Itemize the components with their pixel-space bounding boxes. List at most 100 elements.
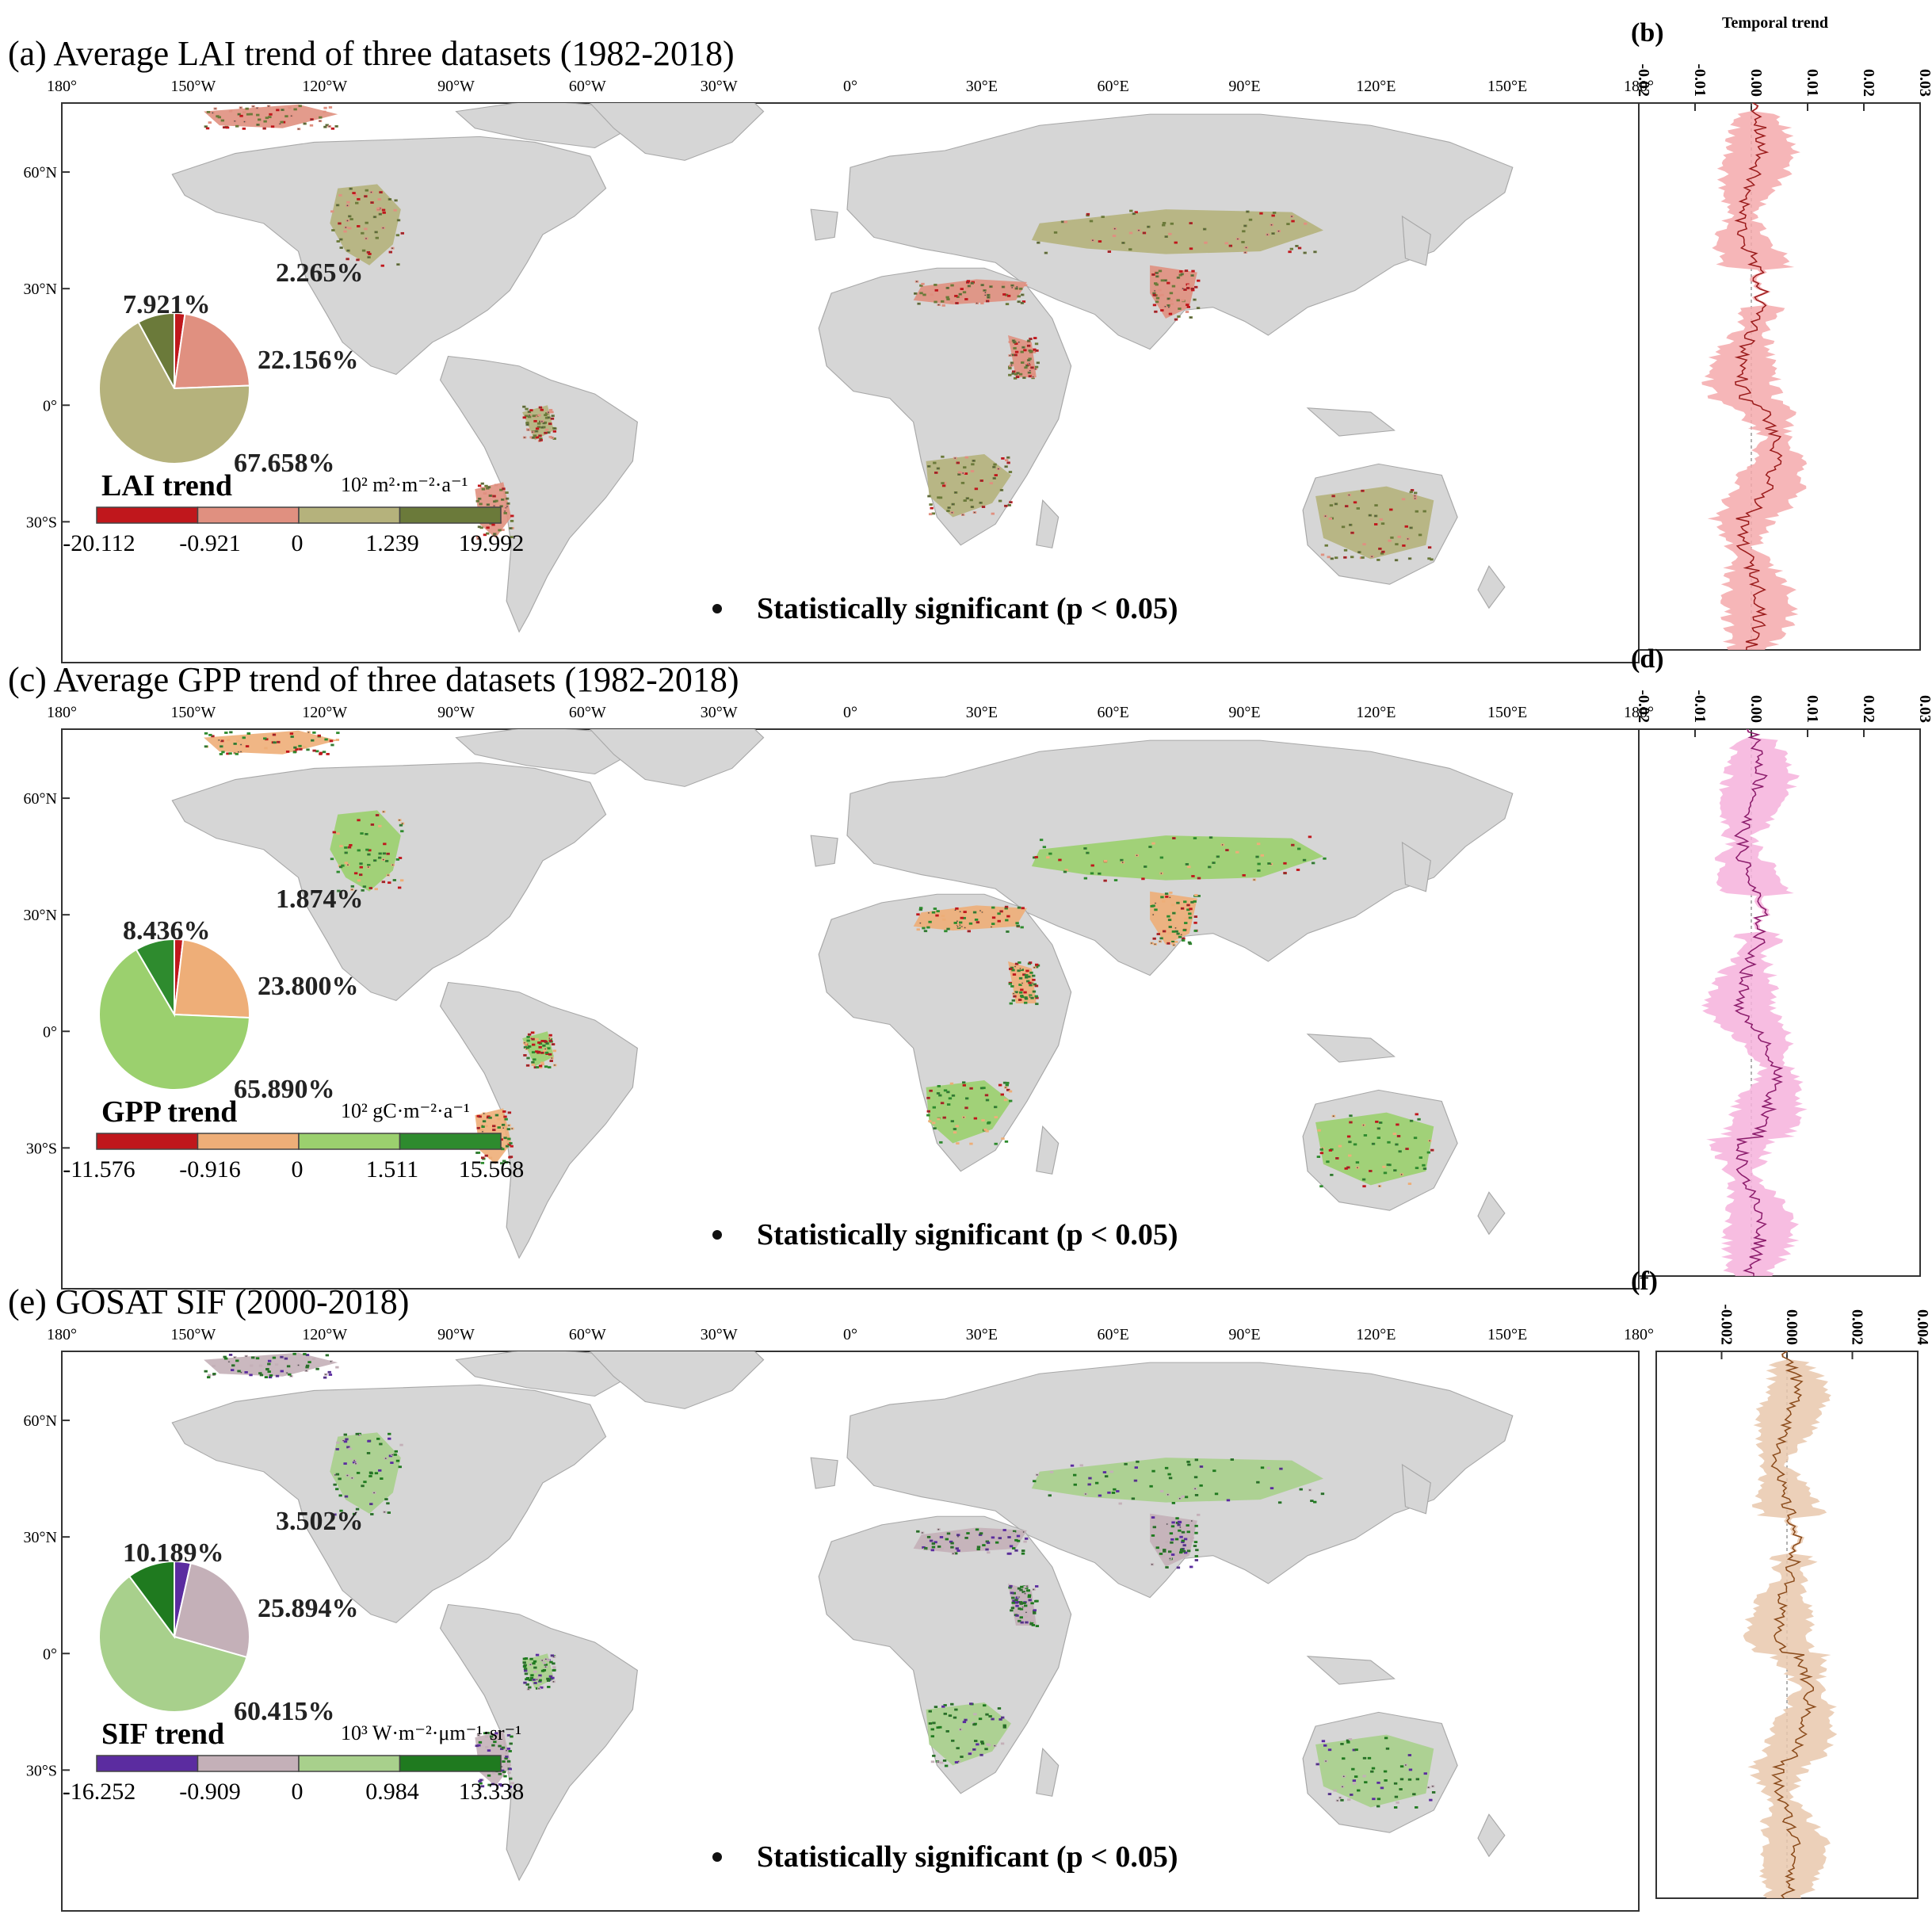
significance-dot bbox=[1204, 228, 1205, 230]
significance-dot bbox=[1350, 524, 1351, 526]
trend-cell bbox=[1013, 376, 1018, 380]
significance-dot bbox=[1033, 1588, 1035, 1591]
significance-dot bbox=[1200, 1465, 1202, 1468]
trend-cell bbox=[1029, 994, 1033, 997]
significance-dot bbox=[1000, 489, 1002, 491]
trend-cell bbox=[357, 849, 361, 852]
significance-dot bbox=[373, 1492, 375, 1494]
panel-title: (a) Average LAI trend of three datasets … bbox=[8, 34, 735, 73]
trend-cell bbox=[353, 872, 358, 875]
trend-cell bbox=[1014, 350, 1019, 353]
significance-dot bbox=[1160, 873, 1163, 874]
significance-dot bbox=[399, 819, 400, 821]
significance-dot bbox=[1088, 1484, 1090, 1485]
trend-cell bbox=[1367, 1756, 1372, 1760]
significance-dot bbox=[957, 1535, 959, 1538]
trend-cell bbox=[207, 1376, 211, 1379]
significance-dot bbox=[1033, 991, 1035, 992]
significance-dot bbox=[924, 930, 926, 932]
trend-cell bbox=[479, 502, 483, 506]
significance-dot bbox=[1156, 276, 1159, 277]
trend-cell bbox=[1397, 535, 1401, 538]
trend-cell bbox=[1382, 1165, 1386, 1168]
trend-cell bbox=[1112, 235, 1117, 237]
significance-dot bbox=[1168, 306, 1170, 308]
trend-cell bbox=[1160, 896, 1164, 899]
significance-dot bbox=[1018, 1596, 1020, 1598]
trend-cell bbox=[1272, 212, 1277, 214]
trend-cell bbox=[388, 1432, 391, 1435]
trend-cell bbox=[998, 499, 1002, 502]
trend-area bbox=[330, 1432, 401, 1514]
trend-cell bbox=[522, 1665, 527, 1668]
significance-dot bbox=[268, 105, 269, 107]
trend-cell bbox=[1031, 1624, 1036, 1626]
trend-cell bbox=[1079, 1464, 1083, 1467]
significance-dot bbox=[1029, 996, 1031, 998]
trend-cell bbox=[1000, 1742, 1005, 1745]
trend-cell bbox=[510, 519, 514, 522]
significance-dot bbox=[1018, 300, 1020, 303]
significance-dot bbox=[290, 115, 292, 117]
trend-cell bbox=[991, 512, 995, 515]
significance-dot bbox=[223, 1356, 226, 1358]
trend-cell bbox=[1024, 1615, 1029, 1618]
significance-dot bbox=[240, 1371, 242, 1374]
trend-cell bbox=[1151, 1534, 1155, 1537]
lon-tick-label: 180° bbox=[1624, 1326, 1654, 1343]
trend-cell bbox=[503, 1126, 508, 1129]
trend-cell bbox=[1008, 471, 1013, 473]
significance-dot bbox=[1028, 372, 1030, 373]
significance-dot bbox=[979, 1532, 982, 1534]
trend-cell bbox=[926, 926, 930, 929]
trend-cell bbox=[1003, 1099, 1008, 1102]
trend-cell bbox=[263, 120, 267, 123]
significance-dot bbox=[1180, 1549, 1182, 1552]
trend-area bbox=[1150, 891, 1197, 945]
trend-cell bbox=[1151, 1469, 1155, 1473]
trend-cell bbox=[544, 412, 549, 415]
trend-cell bbox=[323, 110, 326, 113]
trend-cell bbox=[505, 491, 509, 495]
trend-cell bbox=[980, 302, 984, 305]
trend-area bbox=[1315, 1734, 1434, 1808]
significance-dot bbox=[338, 223, 341, 224]
significance-dot bbox=[967, 281, 968, 284]
trend-cell bbox=[1383, 1171, 1388, 1175]
trend-cell bbox=[508, 1767, 512, 1771]
trend-cell bbox=[962, 916, 966, 919]
significance-dot bbox=[382, 858, 384, 861]
lat-tick-label: 30°N bbox=[24, 907, 57, 924]
significance-dot bbox=[552, 1043, 554, 1045]
significance-dot bbox=[1032, 376, 1034, 378]
significance-dot bbox=[1028, 359, 1029, 361]
trend-cell bbox=[1396, 1123, 1399, 1126]
trend-cell bbox=[1248, 218, 1253, 221]
x-tick-label: 0.00 bbox=[1747, 69, 1765, 97]
trend-cell bbox=[1296, 869, 1300, 871]
significance-dot bbox=[989, 1715, 991, 1718]
trend-cell bbox=[1384, 1779, 1388, 1782]
significance-dot bbox=[956, 1747, 959, 1749]
trend-cell bbox=[288, 106, 292, 109]
legend-swatch bbox=[399, 506, 502, 524]
significance-dot bbox=[1163, 1549, 1165, 1551]
trend-cell bbox=[531, 1051, 536, 1054]
trend-cell bbox=[477, 1744, 481, 1747]
significance-dot bbox=[971, 282, 973, 285]
significance-dot bbox=[1011, 285, 1014, 287]
significance-dot bbox=[1191, 288, 1193, 290]
significance-dot bbox=[1010, 1592, 1013, 1594]
trend-cell bbox=[478, 1740, 483, 1744]
significance-dot bbox=[534, 1667, 536, 1668]
trend-cell bbox=[535, 1050, 539, 1053]
significance-dot bbox=[397, 263, 399, 266]
significance-dot bbox=[548, 411, 549, 414]
significance-dot bbox=[1007, 462, 1010, 464]
significance-dot bbox=[334, 1484, 336, 1485]
trend-cell bbox=[1357, 1789, 1361, 1792]
trend-cell bbox=[1058, 858, 1062, 862]
significance-dot bbox=[383, 853, 385, 854]
significance-dot bbox=[968, 1752, 971, 1755]
pie-label: 22.156% bbox=[258, 346, 359, 375]
